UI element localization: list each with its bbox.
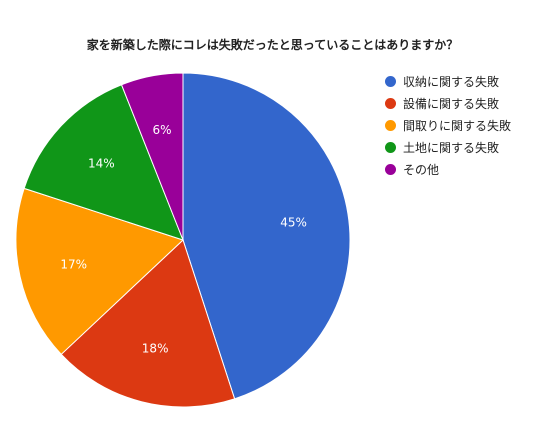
- pie-slice-label-3: 17%: [60, 257, 87, 271]
- legend-item-4: 土地に関する失敗: [385, 136, 511, 158]
- legend-dot-icon: [385, 97, 396, 109]
- legend-dot-icon: [385, 75, 396, 87]
- chart-title: 家を新築した際にコレは失敗だったと思っていることはありますか？: [86, 38, 459, 52]
- pie-slice-1: [182, 72, 351, 400]
- legend-item-label: 土地に関する失敗: [403, 140, 500, 155]
- legend-item-3: 間取りに関する失敗: [385, 114, 511, 136]
- pie-slice-2: [60, 239, 236, 408]
- chart-legend: 収納に関する失敗 設備に関する失敗 間取りに関する失敗 土地に関する失敗 その他: [385, 70, 511, 180]
- pie-slice-4: [23, 84, 184, 241]
- legend-item-1: 収納に関する失敗: [385, 70, 511, 92]
- legend-item-label: 設備に関する失敗: [403, 96, 500, 111]
- legend-item-label: 収納に関する失敗: [403, 74, 500, 89]
- pie-slice-label-4: 14%: [88, 156, 115, 170]
- pie-slice-label-5: 6%: [152, 123, 171, 137]
- pie-slice-label-2: 18%: [142, 341, 169, 355]
- pie-slice-5: [120, 72, 184, 241]
- legend-item-label: 間取りに関する失敗: [403, 118, 512, 133]
- legend-item-5: その他: [385, 158, 511, 180]
- legend-item-label: その他: [403, 162, 440, 177]
- pie-labels: 45% 18% 17% 14% 6%: [60, 123, 307, 355]
- pie-slice-3: [15, 187, 184, 356]
- legend-dot-icon: [385, 163, 396, 175]
- legend-item-2: 設備に関する失敗: [385, 92, 511, 114]
- legend-dot-icon: [385, 141, 396, 153]
- pie-slices: [15, 72, 351, 408]
- pie-slice-label-1: 45%: [280, 215, 307, 229]
- legend-dot-icon: [385, 119, 396, 131]
